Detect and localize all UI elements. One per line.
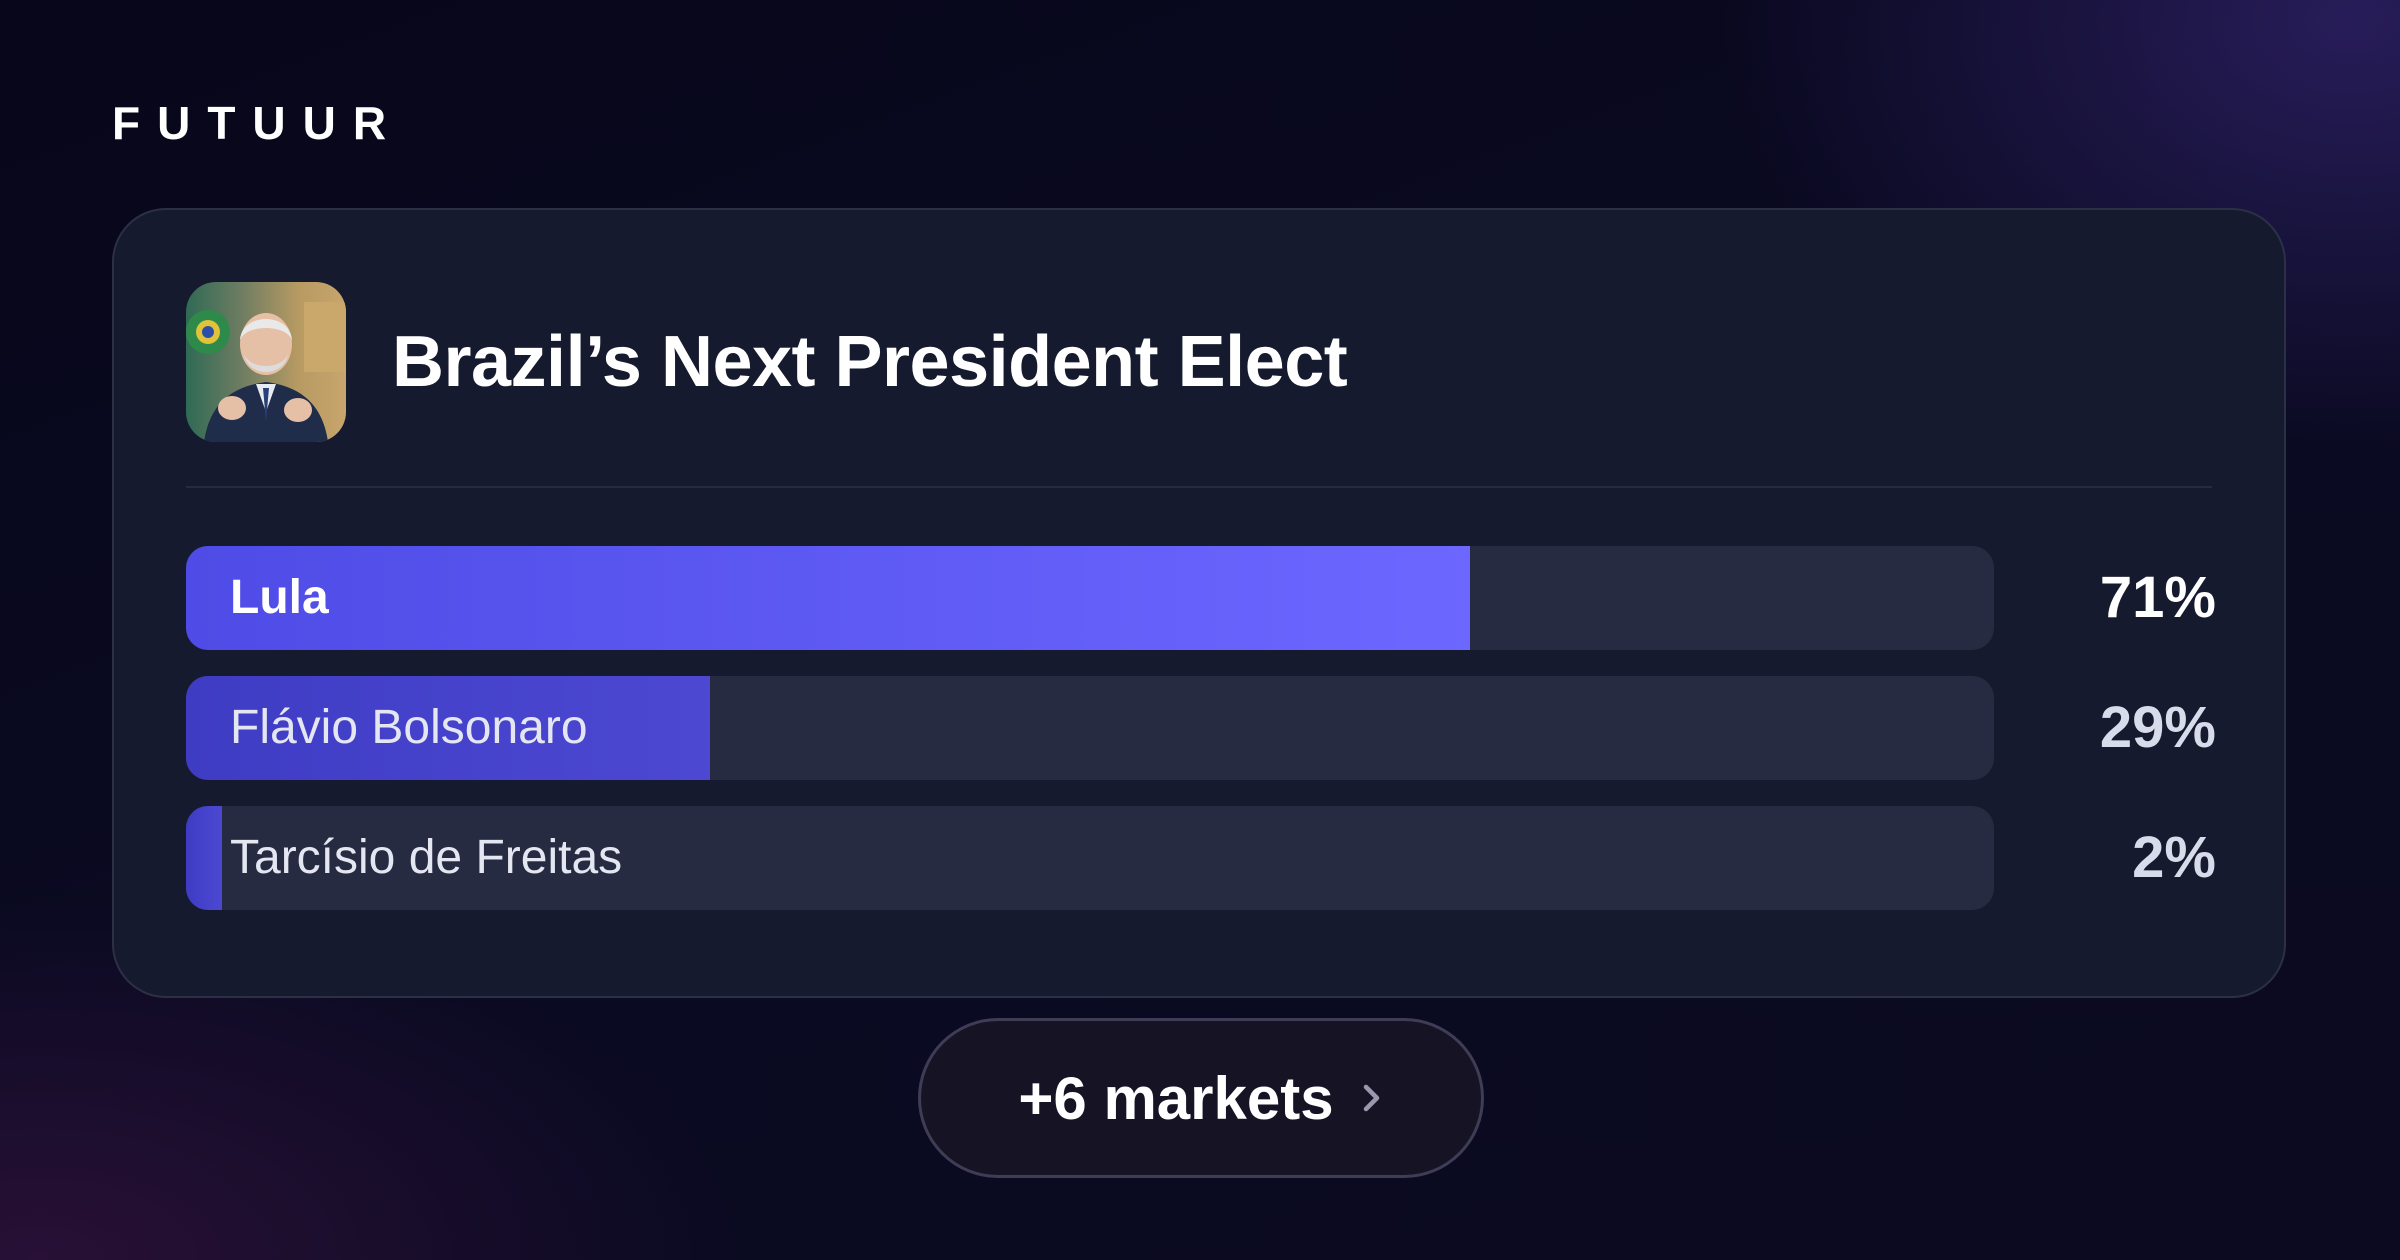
outcome-percent: 2%: [2132, 825, 2216, 890]
more-markets-label: +6 markets: [1018, 1064, 1334, 1132]
outcome-row-flavio-bolsonaro[interactable]: Flávio Bolsonaro 29%: [186, 676, 2216, 780]
market-card[interactable]: Brazil’s Next President Elect Lula 71% F…: [112, 208, 2286, 998]
outcome-percent: 29%: [2099, 695, 2216, 760]
probability-bar-track: Lula: [186, 546, 1994, 650]
portrait-photo-icon: [186, 282, 346, 442]
probability-bar-fill: [186, 546, 1470, 650]
market-title[interactable]: Brazil’s Next President Elect: [392, 322, 1348, 402]
outcome-name: Tarcísio de Freitas: [230, 831, 623, 884]
chevron-right-icon: [1360, 1081, 1384, 1115]
market-avatar: [186, 282, 346, 442]
outcome-list: Lula 71% Flávio Bolsonaro 29% Tarcísio d…: [186, 546, 2216, 936]
outcome-percent: 71%: [2099, 565, 2216, 630]
outcome-row-lula[interactable]: Lula 71%: [186, 546, 2216, 650]
card-divider: [186, 486, 2212, 488]
probability-bar-fill: [186, 676, 711, 780]
probability-bar-fill: [186, 806, 223, 910]
outcome-name: Flávio Bolsonaro: [230, 701, 588, 754]
more-markets-button[interactable]: +6 markets: [918, 1018, 1484, 1178]
probability-bar-track: Flávio Bolsonaro: [186, 676, 1994, 780]
probability-bar-track: Tarcísio de Freitas: [186, 806, 1994, 910]
outcome-row-tarcisio-de-freitas[interactable]: Tarcísio de Freitas 2%: [186, 806, 2216, 910]
brand-logo: FUTUUR: [112, 97, 404, 149]
market-header: Brazil’s Next President Elect: [186, 282, 1348, 442]
outcome-name: Lula: [230, 571, 329, 624]
